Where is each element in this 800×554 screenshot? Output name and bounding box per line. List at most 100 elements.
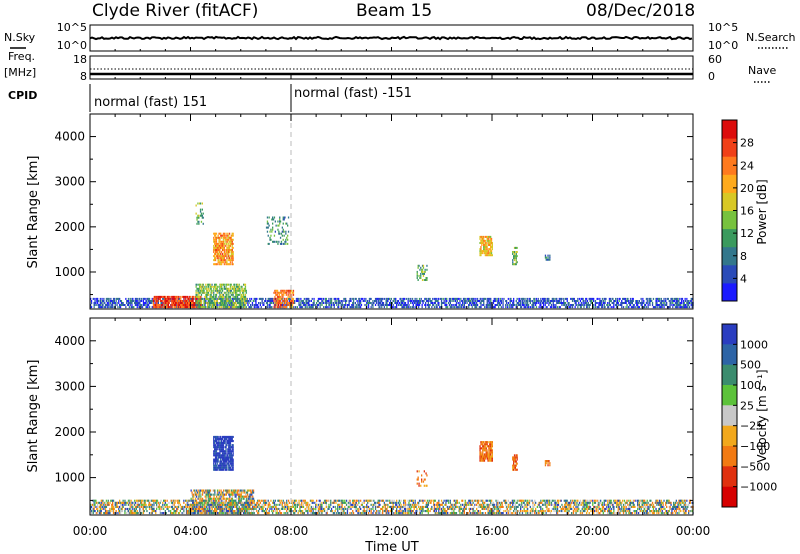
echo-cell: [354, 297, 356, 300]
echo-cell: [195, 293, 197, 296]
echo-cell: [306, 302, 308, 304]
echo-cell: [255, 302, 257, 304]
echo-cell: [429, 297, 431, 300]
echo-cell: [340, 501, 342, 504]
echo-cell: [132, 503, 134, 506]
echo-cell: [188, 512, 190, 515]
echo-cell: [210, 297, 212, 300]
echo-cell: [655, 297, 657, 300]
echo-cell: [177, 505, 179, 508]
echo-cell: [255, 507, 257, 510]
echo-cell: [319, 507, 321, 510]
echo-cell: [486, 246, 488, 248]
echo-cell: [121, 510, 123, 513]
echo-cell: [490, 239, 493, 242]
echo-cell: [529, 300, 531, 302]
echo-cell: [232, 242, 234, 245]
echo-cell: [220, 297, 222, 300]
echo-cell: [109, 300, 111, 302]
echo-cell: [148, 306, 151, 309]
echo-cell: [161, 505, 163, 508]
echo-cell: [459, 300, 461, 302]
echo-cell: [271, 302, 273, 304]
echo-cell: [200, 287, 203, 290]
echo-cell: [301, 503, 303, 506]
echo-cell: [402, 302, 404, 304]
echo-cell: [238, 283, 240, 286]
echo-cell: [145, 503, 147, 506]
echo-cell: [488, 300, 490, 302]
echo-cell: [119, 306, 122, 309]
echo-cell: [375, 302, 378, 304]
echo-cell: [229, 512, 232, 515]
echo-cell: [303, 297, 305, 300]
echo-cell: [452, 507, 454, 510]
echo-cell: [120, 510, 123, 513]
echo-cell: [144, 499, 146, 502]
echo-cell: [225, 297, 227, 300]
echo-cell: [308, 304, 310, 306]
echo-cell: [254, 297, 256, 300]
echo-cell: [204, 285, 206, 288]
echo-cell: [188, 505, 190, 508]
echo-cell: [275, 293, 277, 296]
echo-cell: [494, 306, 496, 309]
echo-cell: [542, 297, 544, 300]
echo-cell: [540, 297, 542, 300]
echo-cell: [235, 293, 237, 296]
echo-cell: [463, 507, 465, 510]
echo-cell: [470, 297, 473, 300]
echo-cell: [180, 306, 182, 309]
echo-cell: [230, 249, 232, 251]
echo-cell: [228, 249, 231, 251]
echo-cell: [193, 503, 196, 506]
echo-cell: [549, 256, 551, 259]
echo-cell: [384, 510, 386, 513]
station-title: Clyde River (fitACF): [92, 1, 258, 21]
echo-cell: [173, 501, 175, 504]
echo-cell: [118, 501, 120, 504]
echo-cell: [112, 512, 115, 515]
echo-cell: [195, 304, 197, 306]
echo-cell: [228, 283, 230, 286]
echo-cell: [394, 512, 396, 515]
echo-cell: [160, 300, 162, 302]
echo-cell: [516, 251, 518, 253]
echo-cell: [490, 239, 492, 242]
echo-cell: [228, 251, 230, 253]
echo-cell: [92, 507, 94, 510]
echo-cell: [507, 297, 509, 300]
echo-cell: [335, 302, 337, 304]
nsearch-label: N.Search: [746, 31, 796, 44]
echo-cell: [284, 289, 286, 292]
echo-cell: [94, 510, 96, 513]
echo-cell: [227, 255, 229, 258]
echo-cell: [285, 291, 287, 294]
echo-cell: [163, 304, 165, 306]
echo-cell: [152, 300, 155, 302]
echo-cell: [272, 228, 274, 231]
echo-cell: [434, 302, 436, 304]
echo-cell: [133, 300, 135, 302]
echo-cell: [106, 503, 108, 506]
echo-cell: [341, 507, 343, 510]
echo-cell: [462, 512, 465, 515]
echo-cell: [449, 297, 451, 300]
echo-cell: [228, 253, 230, 255]
echo-cell: [302, 302, 305, 304]
echo-cell: [196, 304, 198, 306]
echo-cell: [222, 302, 225, 304]
echo-cell: [464, 499, 466, 502]
echo-cell: [417, 501, 419, 504]
echo-cell: [299, 304, 301, 306]
echo-cell: [287, 512, 290, 515]
echo-cell: [319, 510, 321, 513]
echo-cell: [265, 503, 267, 506]
echo-cell: [268, 224, 270, 227]
echo-cell: [330, 297, 333, 300]
echo-cell: [274, 302, 276, 304]
echo-cell: [144, 297, 146, 300]
echo-cell: [166, 306, 168, 309]
echo-cell: [570, 306, 572, 309]
echo-cell: [227, 238, 229, 241]
